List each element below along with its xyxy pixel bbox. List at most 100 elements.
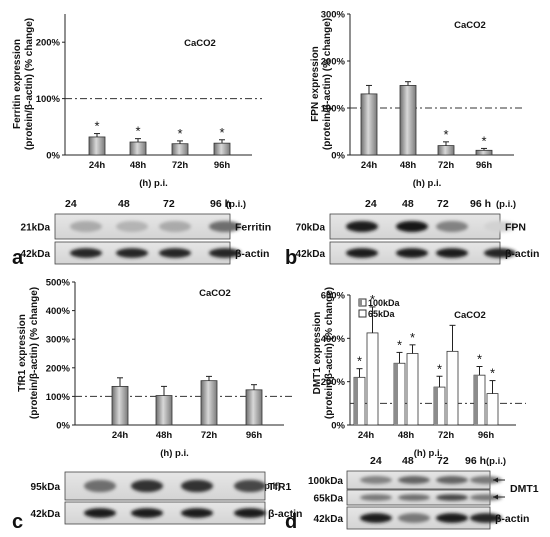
y-axis-label-line: (protein/β-actin) (% change) [24,18,35,150]
y-tick-label: 500% [46,278,71,289]
x-tick-label: 72h [172,160,189,171]
blot-time-label: 48 [118,198,130,210]
blot-kda-label: 70kDa [296,223,326,234]
significance-star: * [397,337,402,352]
x-tick-label: 24h [361,160,378,171]
chart-panel-b: 0% 100% 200% 300% * * 24h 48h 72h 96h CaCO2 (h) p.i… [310,10,524,189]
x-axis-label: (h) p.i. [413,178,442,189]
blot-band [436,248,468,258]
chart-title: CaCO2 [454,20,486,31]
blot-time-label: 24 [370,455,382,467]
blot-kda-label: 21kDa [21,223,51,234]
bar [399,85,417,156]
blot-time-label: 72 [437,455,449,467]
bar-shade [474,375,478,425]
blot-kda-label: 100kDa [308,476,343,487]
chart-panel-c: 0% 100% 200% 300% 400% 500% 24h 48h 72h 96h CaCO2 (… [17,278,294,459]
x-tick-label: 72h [201,430,218,441]
y-tick-label: 400% [321,334,346,345]
blot-band [484,221,516,232]
panel-letter: a [12,247,24,269]
chart-panel-a: 0% 100% 200% * * * * 24h 48h 72h 96h CaCO2 (h) p.i. F… [12,14,262,189]
blot-time-label: 96 h [465,455,486,467]
blot-protein-label: Ferritin [235,222,271,234]
western-blot-b: 24 48 72 96 h (p.i.) 70kDa FPN 42kDa β-actin b [285,198,539,269]
legend-swatch-shade [359,299,362,306]
x-tick-label: 96h [478,430,495,441]
blot-band [116,248,148,258]
blot-band [159,248,191,258]
y-axis-label: DMT1 expression(protein/β-actin) (% chan… [312,287,335,419]
blot-time-label: 96 h [470,198,491,210]
blot-protein-label: β-actin [505,248,539,260]
x-tick-label: 72h [438,160,455,171]
x-axis-label: (h) p.i. [139,178,168,189]
panel-letter: b [285,247,297,269]
bar-shade [354,377,358,425]
significance-star: * [135,124,140,139]
y-tick-label: 0% [331,421,345,432]
y-axis-label-line: FPN expression [310,46,321,122]
chart-title: CaCO2 [199,288,231,299]
bar [129,141,147,156]
blot-band [234,479,266,493]
blot-band [360,476,392,484]
blot-band [436,513,468,523]
bar-shade [394,363,398,425]
y-axis-label: FPN expression(protein/β-actin) (% chang… [310,18,333,150]
significance-star: * [357,354,362,369]
significance-star: * [481,133,486,148]
y-tick-label: 0% [56,421,70,432]
blot-band [484,248,516,258]
blot-band [181,479,213,493]
x-tick-label: 24h [358,430,375,441]
blot-time-label: 72 [437,198,449,210]
bar [446,350,459,426]
panel-letter: d [285,511,297,533]
legend-entry: 100kDa [368,298,401,308]
bar [406,353,419,426]
blot-band [470,476,502,484]
blot-kda-label: 42kDa [296,249,326,260]
blot-band [346,221,378,232]
significance-star: * [443,127,448,142]
y-axis-label-line: (protein/β-actin) (% change) [29,287,40,419]
arrow-head [493,494,498,500]
x-tick-label: 48h [398,430,415,441]
blot-time-suffix: (p.i.) [486,456,506,467]
blot-time-suffix: (p.i.) [261,481,281,492]
chart-title: CaCO2 [184,38,216,49]
blot-band [346,248,378,258]
blot-band [209,248,241,258]
blot-band [116,221,148,232]
significance-star: * [410,330,415,345]
blot-protein-label: β-actin [268,508,302,520]
y-axis-label: Ferritin expression(protein/β-actin) (% … [12,18,35,150]
blot-band [436,494,468,501]
y-tick-label: 0% [331,151,345,162]
x-tick-label: 96h [476,160,493,171]
blot-time-label: 24 [65,198,77,210]
blot-protein-label: TfR1 [268,481,291,493]
blot-time-label: 48 [402,455,414,467]
bar [111,385,129,426]
y-axis-label-line: TfR1 expression [17,314,28,392]
blot-protein-label: β-actin [235,248,269,260]
x-axis-label: (h) p.i. [414,448,443,459]
blot-time-label: 48 [402,198,414,210]
x-axis-label: (h) p.i. [160,448,189,459]
blot-band [436,221,468,232]
significance-star: * [477,352,482,367]
western-blot-d: 24 48 72 96 h (p.i.) 100kDa 65kDa 42kDa β-actin d… [285,455,539,533]
western-blot-a: 24 48 72 96 h(p.i.) 21kDa Ferritin 42kDa β-acti… [12,198,271,269]
bar [366,332,379,426]
significance-star: * [94,119,99,134]
x-tick-label: 24h [89,160,106,171]
blot-band [181,508,213,518]
y-tick-label: 100% [46,392,71,403]
x-tick-label: 48h [400,160,417,171]
y-tick-label: 200% [321,377,346,388]
significance-star: * [219,125,224,140]
bar [155,395,173,426]
